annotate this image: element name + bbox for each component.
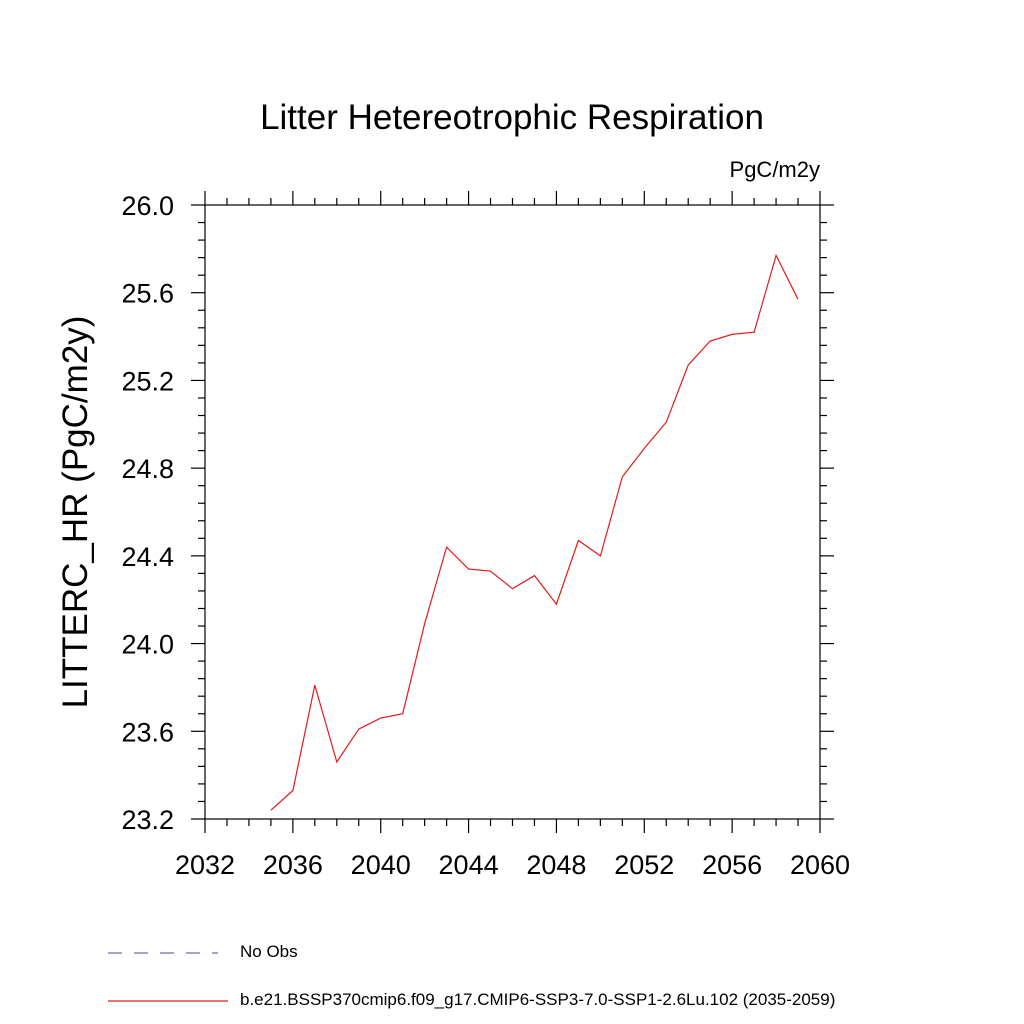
y-tick-label-5: 25.2	[121, 366, 174, 396]
x-tick-label-2052: 2052	[614, 850, 674, 880]
series-line-0	[270, 253, 799, 811]
legend	[108, 952, 228, 1002]
tick-labels: 2032 2036 2040 2044 2048 2052 2056 2060 23.2 23.6…	[121, 191, 850, 880]
x-tick-label-2036: 2036	[263, 850, 323, 880]
y-tick-label-0: 23.2	[121, 805, 174, 835]
y-tick-label-6: 25.6	[121, 279, 174, 309]
plot-frame	[204, 204, 821, 820]
x-tick-label-2056: 2056	[702, 850, 762, 880]
y-tick-label-1: 23.6	[121, 717, 174, 747]
y-tick-label-4: 24.8	[121, 454, 174, 484]
x-tick-label-2032: 2032	[175, 850, 235, 880]
legend-label-model-run: b.e21.BSSP370cmip6.f09_g17.CMIP6-SSP3-7.…	[240, 990, 836, 1009]
tick-marks	[191, 191, 834, 833]
y-tick-label-3: 24.4	[121, 542, 174, 572]
units-label: PgC/m2y	[729, 157, 820, 182]
x-tick-label-2048: 2048	[526, 850, 586, 880]
y-tick-label-7: 26.0	[121, 191, 174, 221]
x-tick-label-2040: 2040	[351, 850, 411, 880]
x-tick-label-2044: 2044	[439, 850, 499, 880]
x-tick-label-2060: 2060	[790, 850, 850, 880]
legend-label-no-obs: No Obs	[240, 942, 298, 961]
chart-title: Litter Hetereotrophic Respiration	[260, 98, 764, 137]
y-tick-label-2: 24.0	[121, 630, 174, 660]
series-layer	[270, 253, 799, 811]
